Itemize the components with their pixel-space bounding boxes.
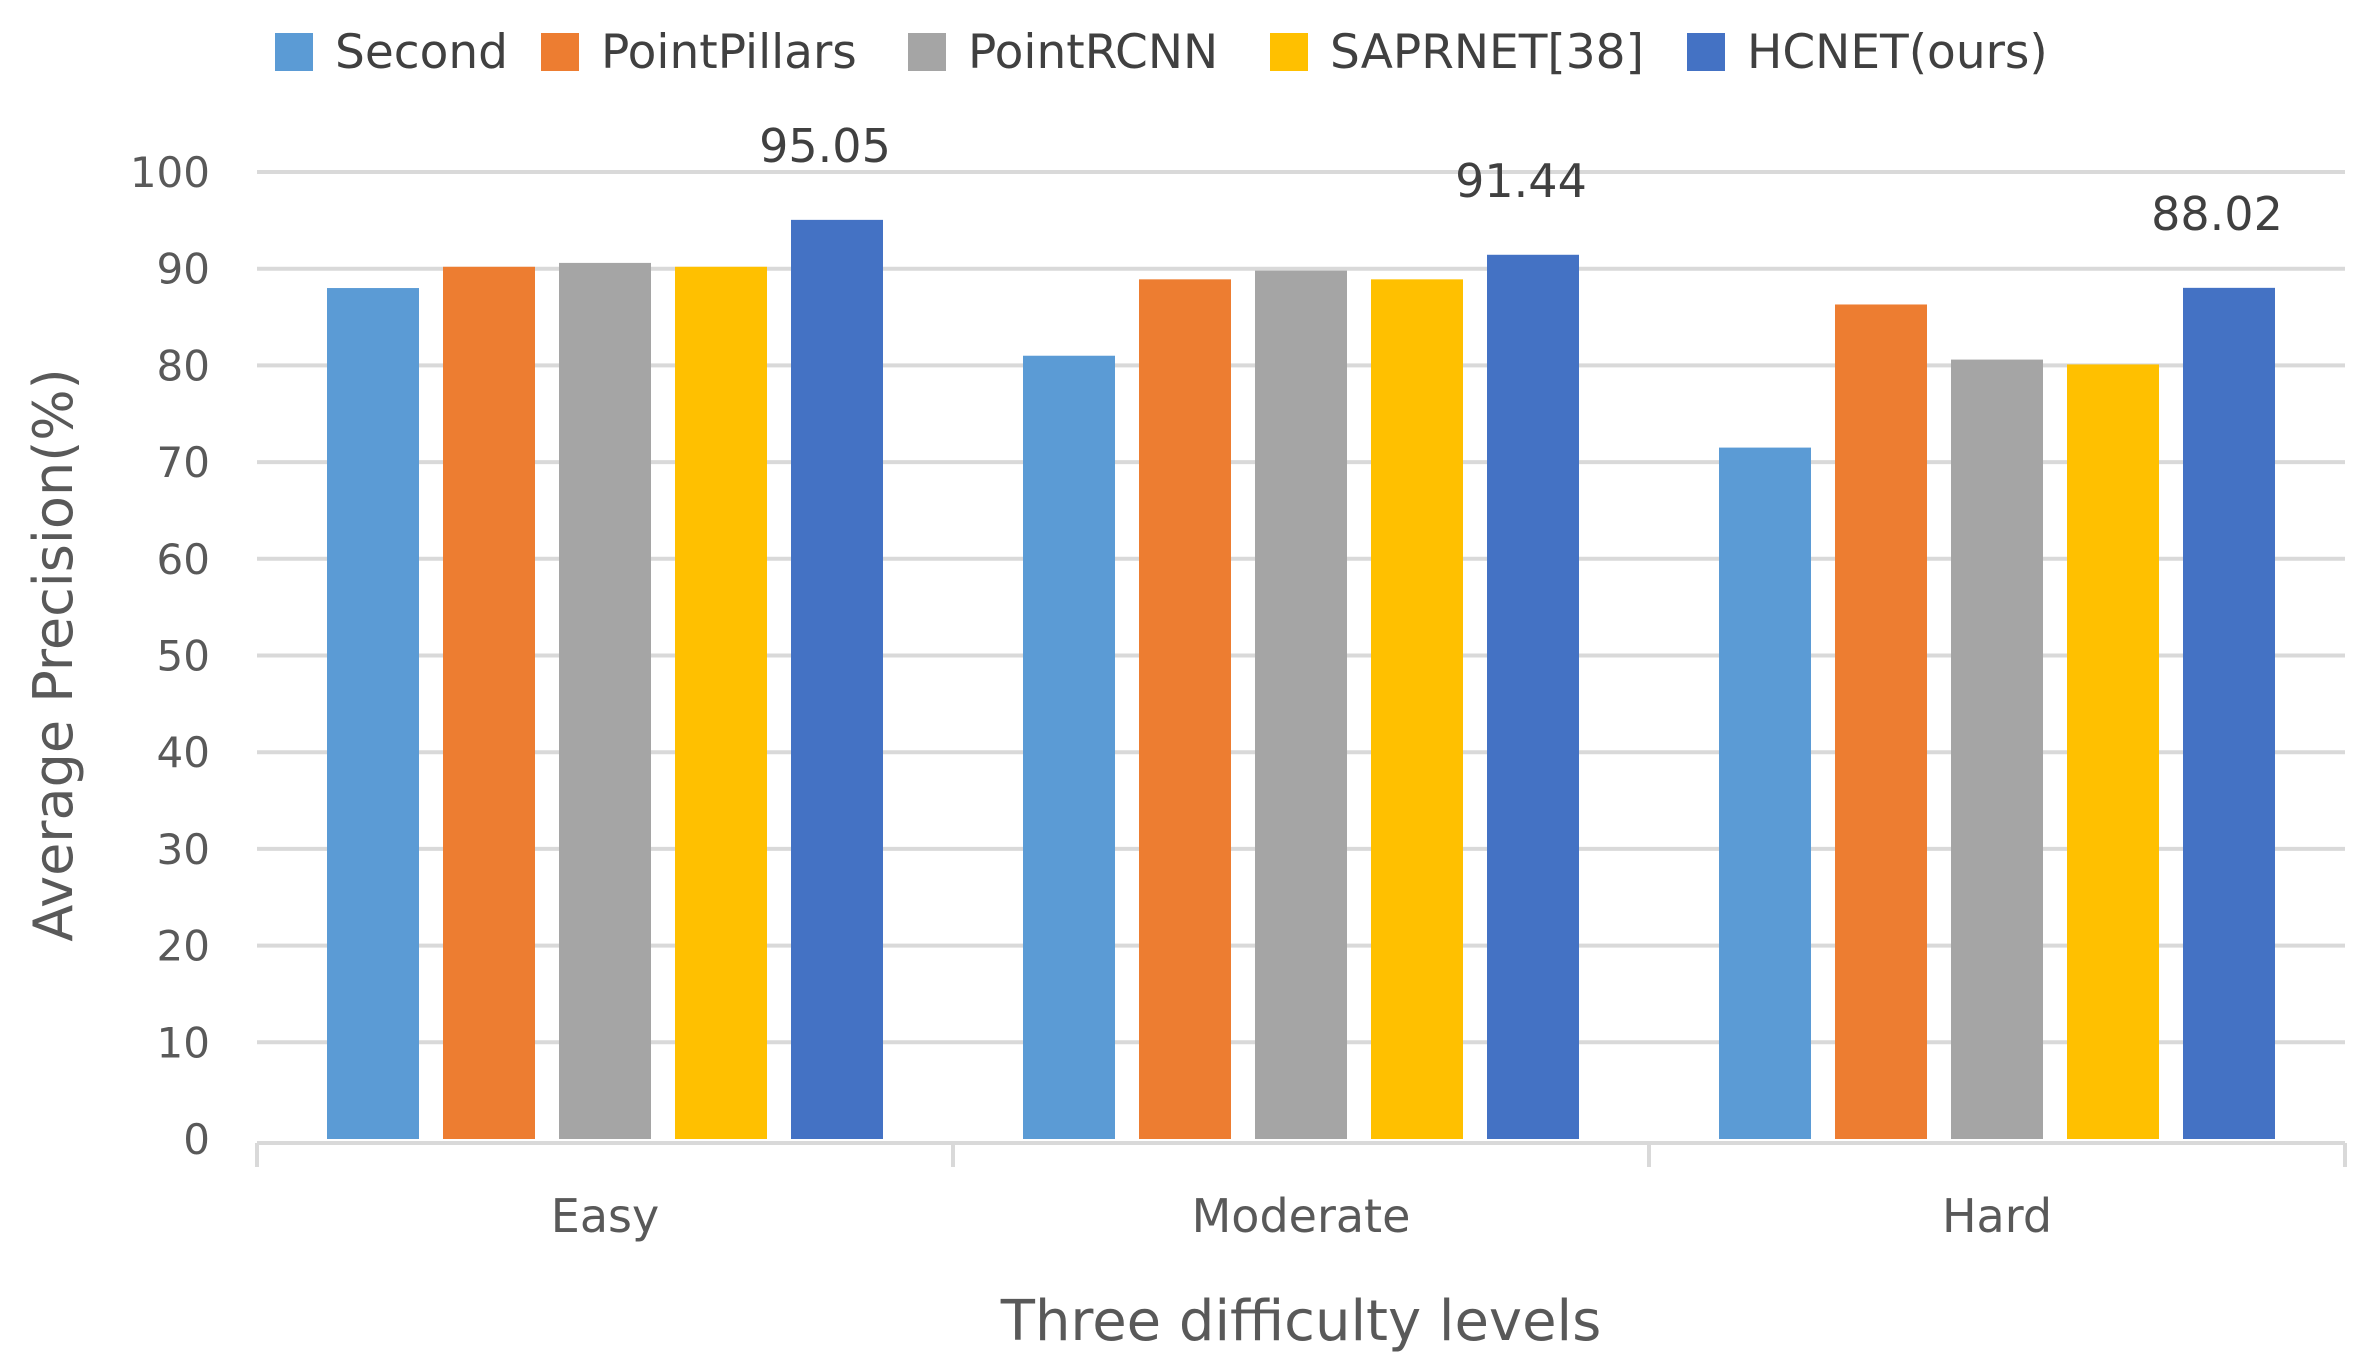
data-label: 91.44: [1455, 154, 1587, 208]
legend-swatch: [908, 33, 946, 71]
bar-pointrcnn-hard: [1951, 359, 2043, 1139]
y-tick-label: 40: [157, 728, 210, 777]
bar-pointrcnn-moderate: [1255, 270, 1347, 1139]
bar-second-easy: [327, 288, 419, 1139]
bar-saprnet-38--hard: [2067, 364, 2159, 1140]
legend-label: SAPRNET[38]: [1330, 24, 1644, 80]
legend-label: HCNET(ours): [1747, 24, 2048, 80]
y-tick-label: 50: [157, 632, 210, 681]
legend-swatch: [275, 33, 313, 71]
y-tick-label: 0: [183, 1115, 210, 1164]
data-label: 95.05: [759, 119, 891, 173]
bar-pointpillars-moderate: [1139, 279, 1231, 1139]
bar-pointpillars-easy: [443, 266, 535, 1139]
legend-item-pointrcnn: PointRCNN: [908, 20, 1218, 84]
legend-item-hcnet: HCNET(ours): [1687, 20, 2048, 84]
y-tick-label: 70: [157, 438, 210, 487]
legend-swatch: [541, 33, 579, 71]
y-tick-label: 20: [157, 922, 210, 971]
legend-label: PointRCNN: [968, 24, 1219, 80]
bar-pointrcnn-easy: [559, 262, 651, 1139]
legend-label: Second: [335, 24, 508, 80]
bar-saprnet-38--easy: [675, 266, 767, 1139]
bar-hcnet-ours--easy: [791, 219, 883, 1139]
bar-pointpillars-hard: [1835, 304, 1927, 1139]
data-label: 88.02: [2151, 187, 2283, 241]
x-tick-label: Easy: [551, 1189, 659, 1243]
legend-label: PointPillars: [601, 24, 857, 80]
bar-hcnet-ours--hard: [2183, 287, 2275, 1140]
y-tick-label: 80: [157, 341, 210, 390]
y-tick-label: 60: [157, 535, 210, 584]
x-tick-label: Moderate: [1192, 1189, 1411, 1243]
y-tick-label: 90: [157, 245, 210, 294]
legend-item-saprnet: SAPRNET[38]: [1270, 20, 1644, 84]
x-axis-title: Three difficulty levels: [1000, 1289, 1602, 1354]
y-tick-label: 100: [130, 148, 210, 197]
bar-second-moderate: [1023, 355, 1115, 1140]
legend-item-pointpillars: PointPillars: [541, 20, 857, 84]
y-tick-label: 30: [157, 825, 210, 874]
bar-hcnet-ours--moderate: [1487, 254, 1579, 1139]
y-axis-title: Average Precision(%): [22, 368, 85, 941]
y-tick-label: 10: [157, 1018, 210, 1067]
bar-second-hard: [1719, 447, 1811, 1140]
legend-item-second: Second: [275, 20, 508, 84]
bar-saprnet-38--moderate: [1371, 279, 1463, 1139]
legend-swatch: [1687, 33, 1725, 71]
x-tick-label: Hard: [1942, 1189, 2052, 1243]
legend-swatch: [1270, 33, 1308, 71]
